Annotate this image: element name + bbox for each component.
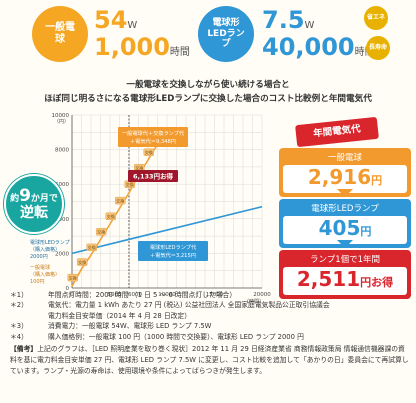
bulb-exchange-mark [77, 258, 88, 266]
bulb-exchange-mark-label: 交換 [69, 274, 77, 280]
nine-months-prefix: 約 [10, 193, 20, 204]
bulb-exchange-mark-label: 交換 [145, 149, 153, 155]
led-purchase-label-3: 2000円 [30, 254, 48, 260]
annual-led-yen: 円 [360, 225, 372, 238]
annual-bulb-value: 2,916 [307, 165, 372, 189]
incandescent-watts: 54W [94, 6, 138, 34]
y-tick-label: 4000 [55, 217, 69, 223]
bulb-exchange-mark [96, 228, 107, 236]
y-tick-label: 6000 [55, 182, 69, 188]
led-purchase-label-2: （購入価格） [30, 246, 60, 253]
footnote-2b: 電力料金目安単価（2014 年 4 月 28 日改定） [48, 311, 192, 320]
nine-months-reversal: 逆転 [20, 204, 48, 221]
x-tick-label: 20000 [253, 292, 271, 298]
footnotes: ＊1） 年間点灯時間：2000 時間 （1 日 5 〜 6 時間点灯した場合） ＊… [10, 290, 410, 342]
bulb-exchange-mark-label: 交換 [107, 213, 115, 219]
y-tick-label: 10000 [52, 113, 70, 119]
footnote-4: ＊4） 購入価格例：一般電球 100 円（1000 時間で交換要）、電球形 LED… [10, 332, 304, 341]
series-line-1 [71, 205, 263, 255]
footnote-3: ＊3） 消費電力：一般電球 54W、電球形 LED ランプ 7.5W [10, 322, 212, 331]
annual-led-box: 電球形LEDランプ 405円 [279, 199, 411, 248]
bulb-exchange-mark-label: 交換 [116, 197, 124, 203]
callout-led-box [138, 241, 208, 261]
nine-months-suffix: か月で [30, 193, 58, 204]
long-life-badge: 長寿命 [366, 36, 390, 60]
incandescent-label: 一般電球 [45, 22, 75, 45]
heading-line-2: ほぼ同じ明るさになる電球形LEDランプに交換した場合のコスト比較例と年間電気代 [44, 94, 372, 104]
annual-bulb-box: 一般電球 2,916円 [279, 148, 411, 197]
remark-text: 上記のグラフは、［LED 照明産業を取り巻く現状］2012 年 11 月 29 … [10, 345, 409, 375]
footnote-2: ＊2） 電気代：電力量 1 kWh あたり 27 円 (税込) 公益社団法人 全国… [10, 301, 330, 310]
callout-led-line1: 電球形LEDランプ代 [150, 243, 197, 251]
x-tick-label: 6000 [128, 292, 142, 298]
led-purchase-label-1: 電球形LEDランプ [30, 239, 70, 246]
remark-tag: 【備考】 [10, 345, 38, 353]
heading-line-1: 一般電球を交換しながら使い続ける場合と [126, 80, 290, 90]
annual-savings-value: 2,511 [296, 267, 361, 291]
callout-incandescent-box [118, 127, 188, 147]
x-unit-label: （時間） [244, 299, 264, 305]
bulb-exchange-mark [105, 212, 116, 220]
nine-months-circle: 約9か月で 逆転 [4, 174, 64, 234]
bulb-purchase-label-2: （購入価格） [30, 271, 60, 278]
savings-box [128, 170, 178, 182]
bulb-purchase-label-3: 100円 [30, 279, 45, 285]
down-arrow-1 [337, 189, 353, 197]
savings-label: 6,133円お得 [133, 172, 174, 181]
callout-led-line2: ＋電気代＝3,215円 [150, 251, 196, 259]
annual-led-label: 電球形LEDランプ [311, 204, 379, 214]
x-tick-label: 0 [70, 292, 74, 298]
annual-savings-box: ランプ1個で1年間 2,511円お得 [279, 250, 411, 299]
y-tick-label: 2000 [55, 251, 69, 257]
x-tick-label: 5000 [108, 292, 122, 298]
nine-months-number: 9 [19, 185, 31, 206]
led-watts: 7.5W [262, 6, 315, 34]
bulb-exchange-mark-label: 交換 [78, 259, 86, 265]
y-tick-label: 0 [66, 286, 70, 292]
remark: 【備考】上記のグラフは、［LED 照明産業を取り巻く現状］2012 年 11 月… [10, 344, 410, 377]
y-tick-label: 8000 [55, 148, 69, 154]
annual-savings-yen: 円お得 [360, 276, 394, 289]
annual-led-value: 405 [318, 216, 361, 240]
incandescent-label-circle: 一般電球 [32, 6, 88, 62]
x-tick-label: 10000 [158, 292, 176, 298]
annual-savings-label: ランプ1個で1年間 [309, 255, 381, 265]
bulb-exchange-mark [115, 196, 126, 205]
annual-bulb-label: 一般電球 [327, 153, 362, 163]
down-arrow-2 [337, 240, 353, 248]
bulb-exchange-mark-label: 交換 [135, 165, 143, 171]
y-unit-label: （円） [54, 119, 69, 125]
callout-incandescent-line2: ＋電気代＝9,348円 [130, 137, 176, 145]
led-label-circle: 電球形LEDランプ [198, 6, 254, 62]
bulb-exchange-mark [143, 148, 154, 156]
led-hours: 40,000時間 [262, 33, 375, 61]
footnote-1: ＊1） 年間点灯時間：2000 時間 （1 日 5 〜 6 時間点灯した場合） [10, 291, 237, 299]
incandescent-hours: 1,000時間 [94, 33, 190, 61]
bulb-exchange-mark-label: 交換 [97, 229, 105, 235]
chart-labels: 一般電球代＋交換ランプ代＋電気代＝9,348円 6,133円お得電球形LEDランプ… [30, 127, 208, 285]
bulb-exchange-mark-label: 交換 [126, 181, 134, 187]
energy-saving-badge: 省エネ [364, 6, 388, 30]
led-label: 電球形LEDランプ [207, 17, 245, 50]
comparison-heading: 一般電球を交換しながら使い続ける場合と ほぼ同じ明るさになる電球形LEDランプに… [0, 78, 416, 106]
bulb-exchange-mark-label: 交換 [88, 244, 96, 250]
bulb-purchase-label-1: 一般電球 [30, 264, 50, 271]
annual-bulb-yen: 円 [371, 174, 383, 187]
bulb-exchange-mark [86, 243, 97, 252]
bulb-exchange-mark [67, 273, 78, 282]
x-tick-label: 15000 [206, 292, 224, 298]
callout-incandescent-line1: 一般電球代＋交換ランプ代 [122, 129, 185, 137]
